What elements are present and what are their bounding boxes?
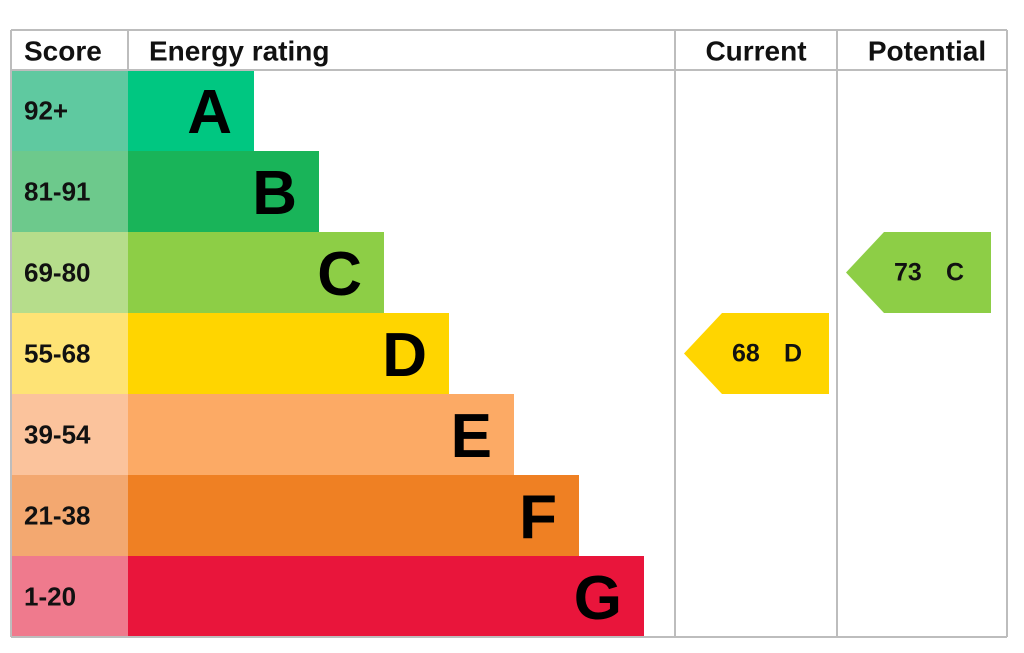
- rating-bar: [128, 475, 579, 556]
- score-cell: [11, 151, 128, 232]
- rating-letter: G: [574, 564, 622, 633]
- score-range: 81-91: [24, 177, 91, 207]
- score-range: 69-80: [24, 258, 91, 288]
- score-cell: [11, 394, 128, 475]
- score-cell: [11, 70, 128, 151]
- score-range: 55-68: [24, 339, 91, 369]
- score-range: 92+: [24, 96, 68, 126]
- rating-bar: [128, 232, 384, 313]
- header-current: Current: [705, 36, 806, 67]
- potential-letter: C: [946, 259, 964, 287]
- score-cell: [11, 556, 128, 637]
- rating-letter: C: [317, 240, 362, 309]
- header-score: Score: [24, 36, 102, 67]
- rating-letter: E: [451, 402, 492, 471]
- score-range: 21-38: [24, 501, 91, 531]
- score-range: 39-54: [24, 420, 91, 450]
- potential-value: 73: [894, 259, 922, 287]
- score-cell: [11, 313, 128, 394]
- score-range: 1-20: [24, 582, 76, 612]
- rating-letter: D: [382, 321, 427, 390]
- current-letter: D: [784, 340, 802, 368]
- current-value: 68: [732, 340, 760, 368]
- rating-bar: [128, 394, 514, 475]
- potential-arrow: [846, 232, 991, 313]
- rating-bar: [128, 313, 449, 394]
- score-cell: [11, 475, 128, 556]
- rating-letter: B: [252, 159, 297, 228]
- rating-letter: A: [187, 78, 232, 147]
- header-rating: Energy rating: [149, 36, 329, 67]
- score-cell: [11, 232, 128, 313]
- header-potential: Potential: [868, 36, 986, 67]
- rating-bar: [128, 70, 254, 151]
- rating-letter: F: [519, 483, 557, 552]
- rating-bar: [128, 151, 319, 232]
- current-arrow: [684, 313, 829, 394]
- rating-bar: [128, 556, 644, 637]
